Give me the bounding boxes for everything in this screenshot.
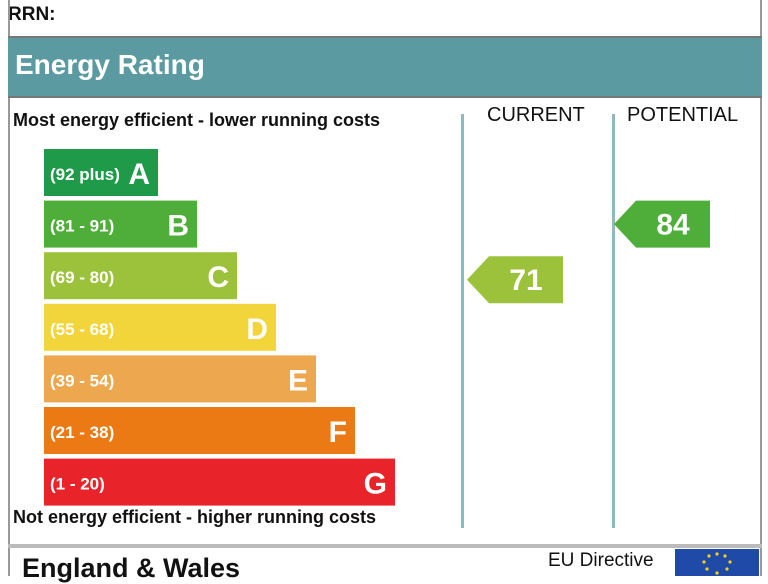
band-range-f: (21 - 38) <box>50 423 114 442</box>
chart-frame <box>8 0 762 576</box>
potential-rating-arrow <box>614 200 710 248</box>
potential-rating-value: 84 <box>656 209 690 242</box>
footer-directive: EU Directive <box>548 550 654 571</box>
column-header-current: CURRENT <box>487 104 585 126</box>
eu-flag-icon <box>675 549 759 576</box>
band-letter-c: C <box>207 261 229 294</box>
band-letter-a: A <box>128 158 150 191</box>
band-range-b: (81 - 91) <box>50 217 114 236</box>
band-bar-e <box>44 355 316 403</box>
band-range-d: (55 - 68) <box>50 320 114 339</box>
footer-region: England & Wales <box>22 553 241 583</box>
band-range-g: (1 - 20) <box>50 475 105 494</box>
band-range-e: (39 - 54) <box>50 371 114 390</box>
header-title: Energy Rating <box>15 49 205 80</box>
band-range-c: (69 - 80) <box>50 268 114 287</box>
band-letter-g: G <box>364 468 387 501</box>
rrn-label: RRN: <box>8 4 56 25</box>
band-bar-a <box>44 149 158 196</box>
band-bar-c <box>44 252 237 300</box>
band-bar-b <box>44 200 197 248</box>
column-divider-potential <box>612 114 615 528</box>
band-letter-b: B <box>167 210 189 243</box>
band-range-a: (92 plus) <box>50 165 120 184</box>
band-bar-g <box>44 458 395 506</box>
band-letter-f: F <box>329 416 347 449</box>
footer-divider <box>8 544 762 548</box>
column-header-potential: POTENTIAL <box>627 104 739 126</box>
band-bar-d <box>44 303 276 351</box>
current-rating-arrow <box>467 256 563 304</box>
band-letter-d: D <box>246 313 268 346</box>
current-rating-value: 71 <box>509 264 542 297</box>
top-caption: Most energy efficient - lower running co… <box>13 110 381 130</box>
column-divider-current <box>461 114 464 528</box>
bottom-caption: Not energy efficient - higher running co… <box>13 507 377 527</box>
band-bar-f <box>44 407 355 454</box>
band-letter-e: E <box>288 364 308 397</box>
header-bar: Energy Rating <box>8 36 762 98</box>
